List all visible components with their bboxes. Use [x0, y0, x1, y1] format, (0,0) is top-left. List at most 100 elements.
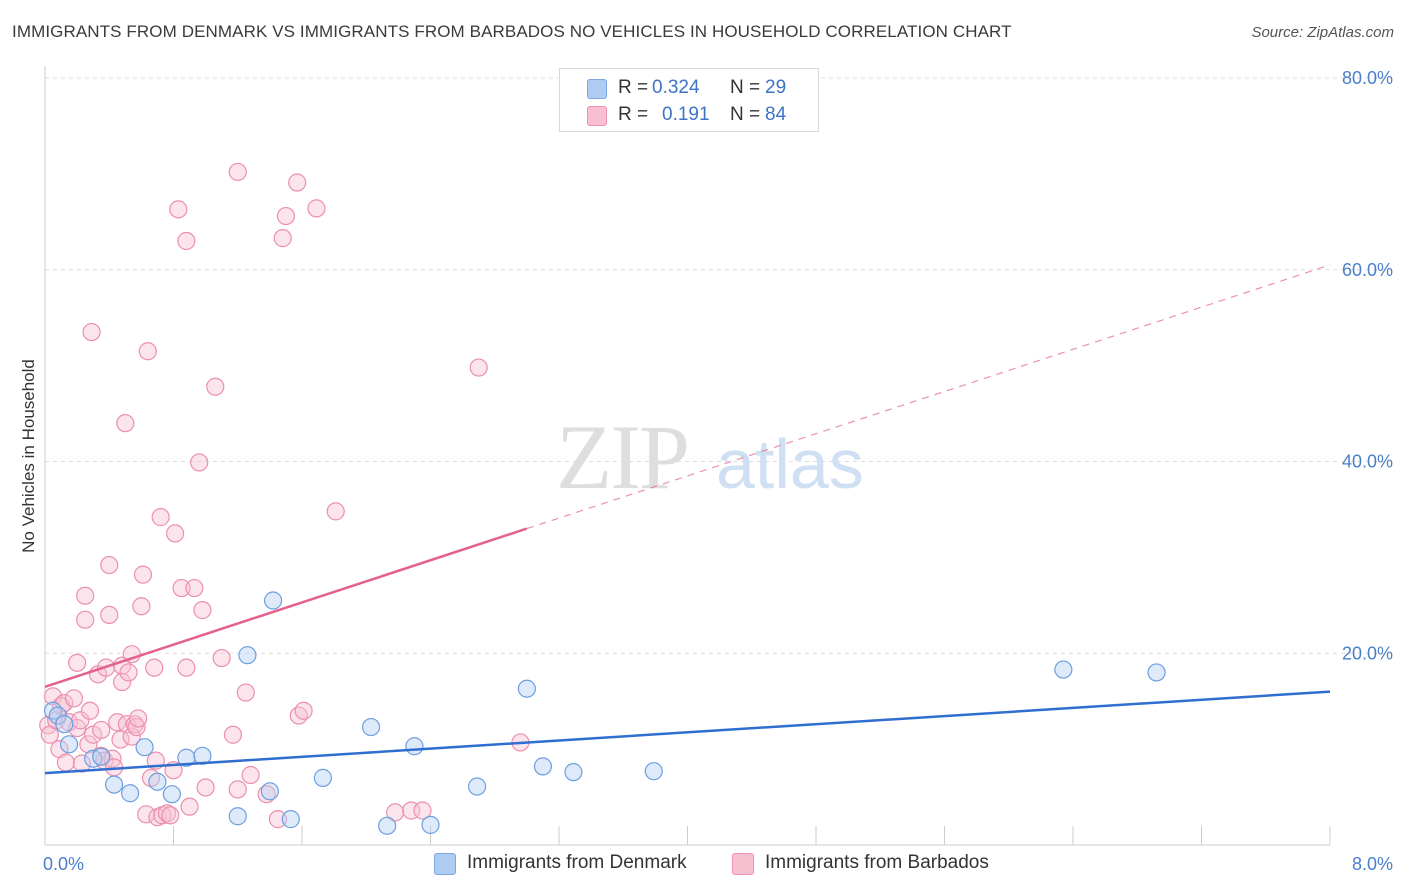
barbados-point: [137, 805, 156, 824]
chart-title: IMMIGRANTS FROM DENMARK VS IMMIGRANTS FR…: [12, 22, 1012, 41]
x-tick-label: 8.0%: [1352, 854, 1393, 874]
barbados-point: [386, 803, 405, 822]
denmark-point: [467, 777, 487, 796]
barbados-point: [145, 658, 164, 677]
barbados-point: [80, 701, 100, 720]
series-denmark-points: [43, 591, 1166, 835]
denmark-point: [361, 717, 381, 737]
barbados-point: [76, 586, 95, 605]
denmark-point: [421, 815, 440, 834]
y-tick-label: 60.0%: [1342, 260, 1393, 280]
denmark-point: [1054, 660, 1073, 679]
barbados-point: [79, 735, 98, 754]
denmark-point: [148, 772, 167, 791]
tick-labels: 20.0% 40.0% 60.0% 80.0% 0.0% 8.0%: [43, 68, 1393, 874]
barbados-point: [228, 162, 247, 182]
legend-r-value: 0.191: [662, 104, 710, 125]
barbados-point: [129, 709, 148, 728]
barbados-trend-extension: [526, 264, 1331, 530]
denmark-trend-line: [44, 690, 1331, 775]
denmark-point: [92, 747, 111, 766]
stats-legend: R = 0.324 N = 29 R = 0.191 N = 84: [559, 68, 819, 132]
barbados-point: [82, 322, 101, 342]
denmark-point: [517, 679, 536, 698]
y-tick-label: 40.0%: [1342, 452, 1393, 472]
legend-n-label: N =: [730, 77, 761, 98]
barbados-point: [133, 565, 153, 584]
barbados-point: [206, 377, 225, 396]
barbados-point: [190, 453, 209, 472]
barbados-point: [177, 658, 196, 677]
denmark-point: [55, 715, 74, 734]
denmark-point: [378, 816, 397, 835]
x-tick-label: 0.0%: [43, 854, 84, 874]
legend-swatch-denmark: [434, 853, 456, 875]
barbados-point: [112, 672, 132, 692]
axes: [44, 66, 1331, 846]
legend-r-label: R =: [618, 104, 649, 125]
legend-r-value: 0.324: [652, 77, 700, 98]
denmark-point: [177, 748, 196, 767]
barbados-point: [307, 199, 326, 218]
legend-n-value: 29: [765, 77, 787, 98]
barbados-point: [193, 601, 212, 620]
watermark-zip: ZIP: [556, 406, 688, 508]
barbados-point: [273, 229, 292, 248]
barbados-point: [241, 765, 260, 785]
watermark: ZIP atlas: [556, 406, 864, 508]
barbados-point: [72, 754, 92, 773]
denmark-point: [533, 757, 553, 776]
barbados-point: [138, 342, 157, 361]
denmark-point: [135, 738, 154, 757]
source-credit: Source: ZipAtlas.com: [1251, 24, 1394, 41]
denmark-point: [162, 785, 181, 804]
barbados-point: [64, 689, 84, 708]
barbados-point: [413, 801, 432, 820]
barbados-point: [76, 610, 95, 629]
denmark-point: [121, 784, 140, 803]
denmark-point: [263, 591, 283, 610]
trend-lines: [44, 264, 1331, 775]
barbados-point: [469, 358, 488, 377]
denmark-point: [313, 768, 332, 787]
barbados-point: [157, 804, 177, 823]
denmark-point: [405, 737, 424, 756]
barbados-point: [236, 683, 255, 702]
legend-label-barbados: Immigrants from Barbados: [765, 852, 989, 873]
barbados-point: [276, 206, 296, 226]
barbados-point: [151, 508, 170, 527]
y-axis-label: No Vehicles in Household: [19, 359, 38, 553]
barbados-point: [177, 231, 196, 251]
legend-swatch-barbados: [732, 853, 754, 875]
gridlines: [45, 77, 1392, 654]
denmark-point: [104, 775, 124, 794]
barbados-point: [100, 605, 119, 625]
barbados-point: [56, 753, 75, 772]
denmark-point: [564, 763, 583, 782]
barbados-point: [294, 701, 313, 720]
legend-label-denmark: Immigrants from Denmark: [467, 852, 687, 873]
legend-n-label: N =: [730, 104, 761, 125]
legend-swatch-barbados: [587, 106, 607, 126]
y-tick-label: 20.0%: [1342, 643, 1393, 663]
barbados-point: [288, 173, 307, 192]
barbados-point: [119, 663, 138, 682]
denmark-point: [281, 810, 300, 829]
legend-n-value: 84: [765, 104, 787, 125]
barbados-point: [166, 524, 185, 543]
barbados-point: [228, 780, 247, 799]
legend-swatch-denmark: [587, 79, 607, 99]
barbados-point: [196, 778, 215, 797]
barbados-point: [180, 797, 199, 816]
barbados-point: [92, 720, 111, 740]
barbados-point: [223, 725, 243, 744]
barbados-point: [161, 806, 180, 825]
denmark-point: [59, 735, 79, 754]
barbados-point: [212, 648, 231, 668]
barbados-point: [326, 502, 345, 521]
watermark-atlas: atlas: [716, 425, 864, 503]
barbados-trend-line: [44, 527, 528, 688]
denmark-point: [1147, 663, 1166, 682]
legend-r-label: R =: [618, 77, 649, 98]
